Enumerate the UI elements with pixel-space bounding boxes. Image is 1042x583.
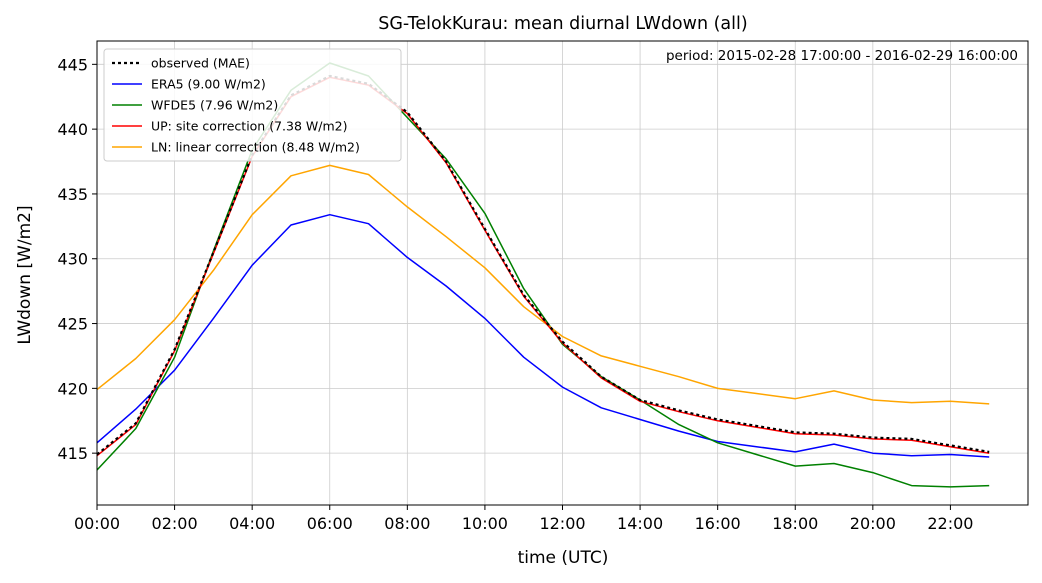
x-tick-label: 10:00 [462,514,508,533]
series-line-0 [96,74,990,456]
series-line-2 [96,62,990,488]
legend-label: WFDE5 (7.96 W/m2) [151,98,278,113]
y-tick-label: 425 [57,315,88,334]
y-tick-label: 430 [57,250,88,269]
y-tick-label: 440 [57,120,88,139]
y-tick-label: 420 [57,379,88,398]
x-tick-label: 12:00 [539,514,585,533]
series-line-1 [96,213,990,458]
chart-title: SG-TelokKurau: mean diurnal LWdown (all) [378,14,747,34]
y-tick-label: 445 [57,55,88,74]
x-tick-label: 04:00 [229,514,275,533]
x-tick-label: 18:00 [772,514,818,533]
legend-label: LN: linear correction (8.48 W/m2) [151,140,360,155]
x-tick-label: 16:00 [695,514,741,533]
x-axis-title: time (UTC) [518,548,609,568]
x-tick-label: 00:00 [74,514,120,533]
legend-box [103,48,402,162]
y-axis: 415 420 425 430 435 440 445 [57,55,97,463]
x-tick-label: 22:00 [927,514,973,533]
x-tick-label: 06:00 [307,514,353,533]
period-annotation: period: 2015-02-28 17:00:00 - 2016-02-29… [666,48,1018,64]
y-axis-title: LWdown [W/m2] [15,205,35,344]
legend: observed (MAE) ERA5 (9.00 W/m2) WFDE5 (7.9… [103,48,402,162]
x-tick-label: 20:00 [850,514,896,533]
legend-label: ERA5 (9.00 W/m2) [151,77,266,92]
x-tick-label: 08:00 [384,514,430,533]
series-lines [96,62,990,488]
y-tick-label: 415 [57,444,88,463]
legend-label: observed (MAE) [151,56,250,71]
series-line-4 [96,164,990,405]
legend-label: UP: site correction (7.38 W/m2) [151,119,347,134]
x-tick-label: 14:00 [617,514,663,533]
y-tick-label: 435 [57,185,88,204]
x-tick-label: 02:00 [152,514,198,533]
x-axis: 00:00 02:00 04:00 06:00 08:00 10:00 12:00 14:00… [74,505,973,533]
